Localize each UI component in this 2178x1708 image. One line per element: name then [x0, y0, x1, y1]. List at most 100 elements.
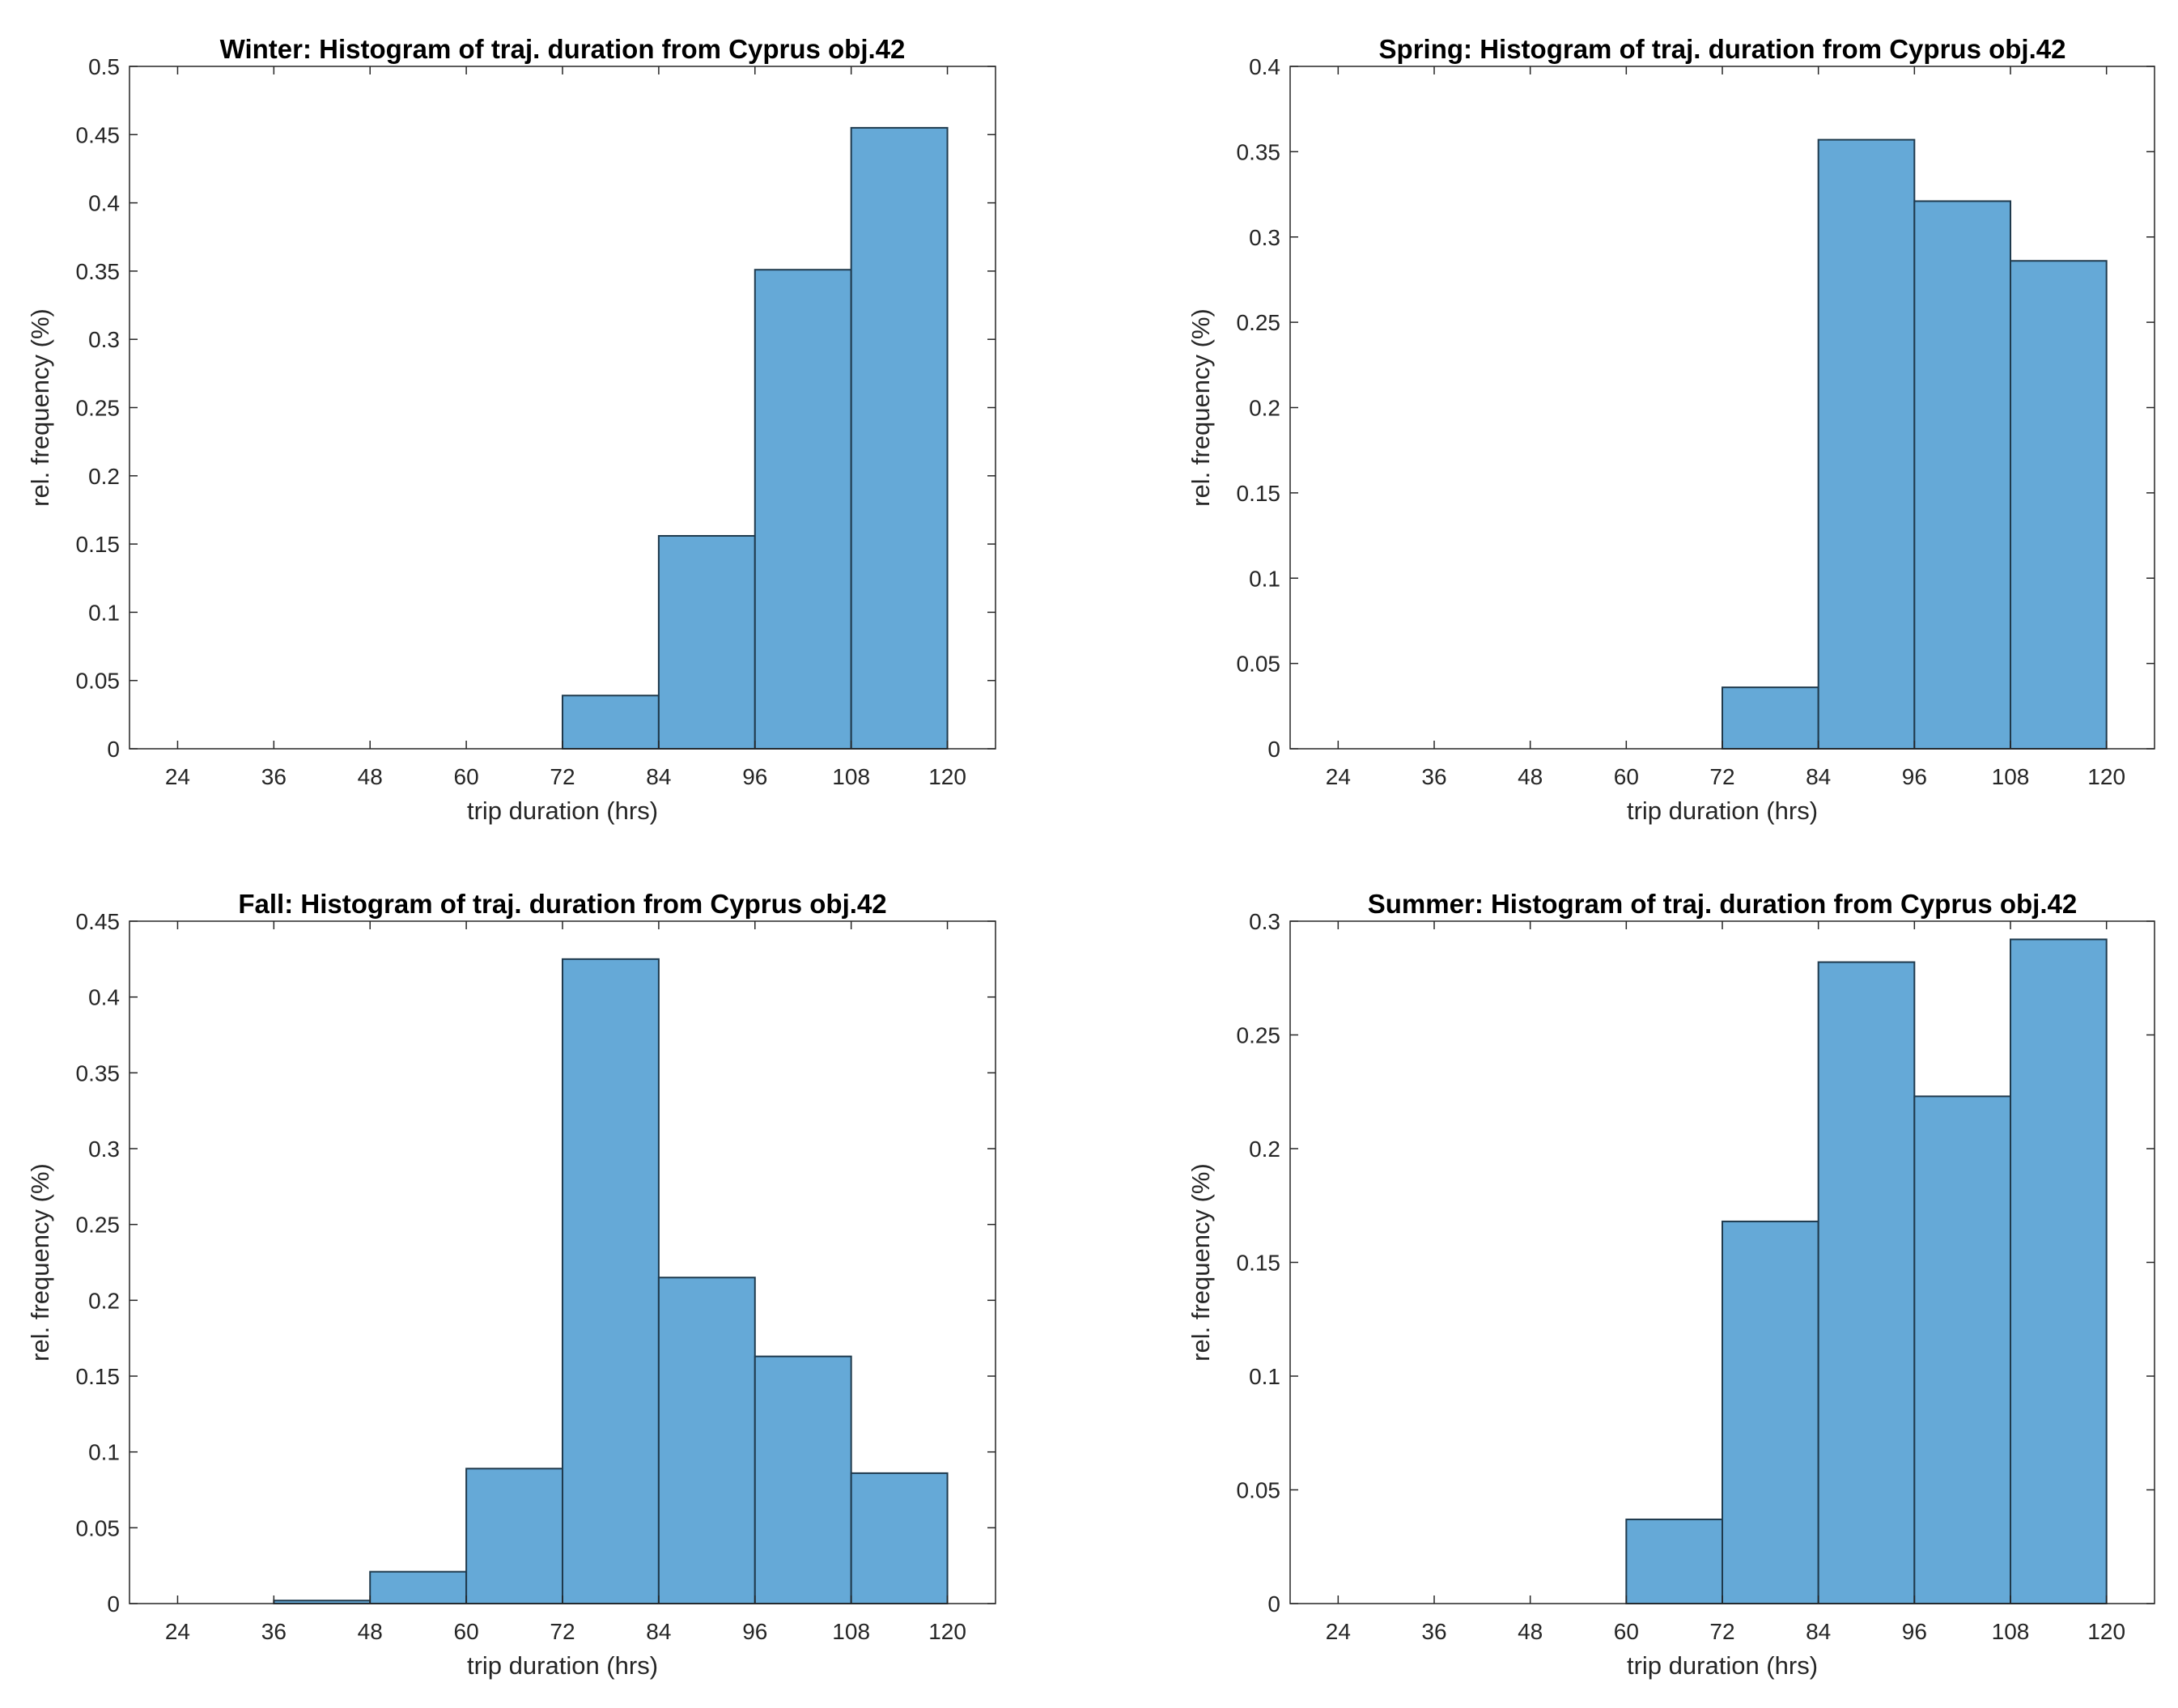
winter-ytick-label: 0.3	[88, 327, 120, 352]
fall-ytick-label: 0.15	[76, 1364, 121, 1389]
fall-ytick-label: 0.3	[88, 1137, 120, 1162]
fall-xtick-label: 72	[550, 1619, 575, 1644]
spring-xtick-label: 84	[1806, 764, 1831, 789]
spring-chart-title: Spring: Histogram of traj. duration from…	[1379, 34, 2066, 64]
summer-xtick-label: 96	[1902, 1619, 1927, 1644]
summer-xtick-label: 84	[1806, 1619, 1831, 1644]
winter-ytick-label: 0.15	[76, 532, 121, 557]
fall-ytick-label: 0.25	[76, 1213, 121, 1238]
winter-ytick-label: 0.5	[88, 54, 120, 79]
spring-xtick-label: 60	[1614, 764, 1639, 789]
fall-ytick-label: 0.2	[88, 1288, 120, 1313]
summer-xtick-label: 60	[1614, 1619, 1639, 1644]
fall-bar-84-96	[657, 1277, 756, 1604]
fall-xtick-label: 96	[742, 1619, 767, 1644]
summer-bar-72-84	[1722, 1220, 1819, 1605]
fall-bar-96-108	[754, 1355, 852, 1604]
summer-ytick-label: 0.25	[1237, 1023, 1281, 1048]
spring-ytick-label: 0.4	[1249, 54, 1280, 79]
fall-xtick-label: 48	[358, 1619, 383, 1644]
spring-x-axis-label: trip duration (hrs)	[1627, 797, 1818, 825]
fall-ytick-label: 0.45	[76, 909, 121, 934]
summer-histogram-panel: 24 36 48 60 72 84 96 108 120 0 0.05 0.1 0.15 0.2 0.25 0…	[1187, 889, 2155, 1680]
fall-bar-60-72	[465, 1468, 563, 1604]
winter-xtick-label: 24	[165, 764, 190, 789]
spring-ytick-label: 0.25	[1237, 310, 1281, 335]
fall-ytick-label: 0	[107, 1591, 120, 1617]
summer-ytick-label: 0.2	[1249, 1137, 1280, 1162]
spring-xtick-label: 24	[1326, 764, 1351, 789]
spring-ytick-label: 0.05	[1237, 652, 1281, 677]
summer-ytick-label: 0.05	[1237, 1478, 1281, 1503]
winter-ytick-label: 0.1	[88, 600, 120, 625]
fall-y-axis-label: rel. frequency (%)	[26, 1163, 54, 1362]
winter-ytick-label: 0.4	[88, 191, 120, 216]
spring-ytick-label: 0.15	[1237, 481, 1281, 506]
spring-bar-108-120	[2010, 260, 2108, 750]
summer-xtick-label: 48	[1518, 1619, 1543, 1644]
winter-x-axis-label: trip duration (hrs)	[467, 797, 658, 825]
summer-xtick-label: 120	[2087, 1619, 2125, 1644]
summer-xtick-label: 72	[1709, 1619, 1734, 1644]
winter-xtick-label: 120	[928, 764, 966, 789]
winter-bar-84-96	[657, 534, 756, 750]
winter-y-axis-label: rel. frequency (%)	[26, 308, 54, 507]
winter-xtick-label: 84	[646, 764, 671, 789]
fall-xtick-label: 36	[261, 1619, 287, 1644]
summer-xtick-label: 108	[1992, 1619, 2030, 1644]
fall-bar-72-84	[562, 958, 660, 1605]
winter-ytick-label: 0.35	[76, 259, 121, 284]
winter-ytick-label: 0.25	[76, 396, 121, 421]
spring-ytick-label: 0.1	[1249, 566, 1280, 591]
summer-bar-96-108	[1913, 1095, 2011, 1604]
winter-xtick-label: 36	[261, 764, 287, 789]
spring-ytick-label: 0	[1267, 737, 1280, 762]
fall-xtick-label: 60	[454, 1619, 479, 1644]
spring-xtick-label: 72	[1709, 764, 1734, 789]
winter-xtick-label: 96	[742, 764, 767, 789]
winter-ytick-label: 0.05	[76, 669, 121, 694]
spring-xtick-label: 36	[1421, 764, 1446, 789]
spring-ytick-label: 0.3	[1249, 225, 1280, 250]
summer-bar-108-120	[2010, 938, 2108, 1604]
summer-ytick-label: 0	[1267, 1591, 1280, 1617]
winter-ytick-label: 0.2	[88, 464, 120, 489]
winter-bar-72-84	[562, 695, 660, 750]
summer-bar-60-72	[1625, 1519, 1724, 1605]
spring-bar-96-108	[1913, 200, 2011, 750]
summer-x-axis-label: trip duration (hrs)	[1627, 1651, 1818, 1680]
fall-chart-title: Fall: Histogram of traj. duration from C…	[238, 889, 886, 919]
fall-ytick-label: 0.05	[76, 1515, 121, 1540]
fall-ytick-label: 0.35	[76, 1060, 121, 1086]
winter-xtick-label: 60	[454, 764, 479, 789]
summer-xtick-label: 36	[1421, 1619, 1446, 1644]
fall-bar-108-120	[850, 1472, 949, 1604]
winter-xtick-label: 48	[358, 764, 383, 789]
fall-ytick-label: 0.1	[88, 1440, 120, 1465]
spring-ytick-label: 0.35	[1237, 139, 1281, 164]
fall-xtick-label: 120	[928, 1619, 966, 1644]
winter-xtick-label: 72	[550, 764, 575, 789]
fall-xtick-label: 84	[646, 1619, 671, 1644]
summer-xtick-label: 24	[1326, 1619, 1351, 1644]
fall-bar-48-60	[369, 1570, 468, 1605]
fall-xtick-label: 108	[832, 1619, 870, 1644]
winter-bar-96-108	[754, 269, 852, 750]
summer-bar-84-96	[1817, 961, 1916, 1604]
spring-bar-84-96	[1817, 138, 1916, 750]
summer-ytick-label: 0.15	[1237, 1251, 1281, 1276]
winter-bar-108-120	[850, 126, 949, 750]
fall-xtick-label: 24	[165, 1619, 190, 1644]
spring-histogram-panel: 24 36 48 60 72 84 96 108 120 0 0.05 0.1 0.15 0.2 0.25 0…	[1187, 34, 2155, 825]
summer-chart-title: Summer: Histogram of traj. duration from…	[1368, 889, 2077, 919]
winter-ytick-label: 0	[107, 737, 120, 762]
winter-ytick-label: 0.45	[76, 122, 121, 147]
spring-xtick-label: 48	[1518, 764, 1543, 789]
fall-histogram-panel: 24 36 48 60 72 84 96 108 120 0 0.05 0.1 0.15 0.2 0.25 0…	[26, 889, 996, 1680]
spring-bar-72-84	[1722, 686, 1819, 750]
summer-ytick-label: 0.1	[1249, 1364, 1280, 1389]
spring-y-axis-label: rel. frequency (%)	[1187, 308, 1215, 507]
winter-chart-title: Winter: Histogram of traj. duration from…	[220, 34, 906, 64]
winter-histogram-panel: 24 36 48 60 72 84 96 108 120 0 0.05 0.1 0.15 0.2 0.25 0…	[26, 34, 996, 825]
